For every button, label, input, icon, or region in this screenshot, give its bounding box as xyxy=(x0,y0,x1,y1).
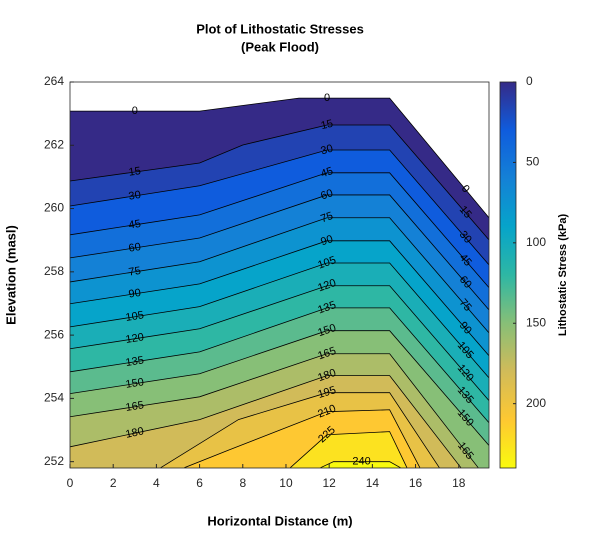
contour-line xyxy=(70,149,489,266)
y-tick-label: 252 xyxy=(44,454,64,468)
colorbar-tick-label: 100 xyxy=(526,235,546,249)
contour-line xyxy=(70,353,479,468)
contour-line xyxy=(320,461,401,468)
x-tick-label: 2 xyxy=(110,476,117,490)
contour-lines xyxy=(70,97,489,468)
contour-label: 135 xyxy=(125,354,145,369)
colorbar-label: Lithostatic Stress (kPa) xyxy=(557,214,569,337)
contour-label: 75 xyxy=(319,210,334,225)
contour-line xyxy=(184,409,421,468)
contour-line xyxy=(70,307,489,424)
y-axis-label: Elevation (masl) xyxy=(3,225,18,325)
y-tick-label: 262 xyxy=(44,137,64,151)
contour-line xyxy=(160,392,440,468)
contour-label: 120 xyxy=(125,331,145,346)
contour-line xyxy=(70,285,489,401)
y-tick-label: 260 xyxy=(44,201,64,215)
x-tick-label: 12 xyxy=(322,476,336,490)
chart-title: Plot of Lithostatic Stresses xyxy=(196,21,364,36)
contour-line xyxy=(70,124,489,241)
contour-label: 45 xyxy=(128,218,142,232)
contour-label: 180 xyxy=(316,367,337,384)
plot-box xyxy=(69,81,490,469)
x-tick-label: 14 xyxy=(366,476,380,490)
x-tick-label: 10 xyxy=(279,476,293,490)
y-tick-label: 264 xyxy=(44,74,64,88)
contour-line xyxy=(70,375,462,468)
contour-label: 120 xyxy=(316,277,337,294)
contour-label: 165 xyxy=(316,345,337,362)
contour-label: 60 xyxy=(319,187,334,202)
contour-label: 15 xyxy=(320,118,335,132)
contour-label: 45 xyxy=(319,165,334,180)
x-tick-label: 6 xyxy=(196,476,203,490)
contour-line xyxy=(70,172,489,288)
contour-label: 30 xyxy=(128,189,142,203)
colorbar-tick-label: 200 xyxy=(526,396,546,410)
contour-label: 105 xyxy=(316,254,337,271)
contour-line xyxy=(70,97,489,218)
contour-line xyxy=(70,330,489,446)
contour-label: 135 xyxy=(316,299,337,316)
contour-fills xyxy=(70,98,489,468)
contour-label: 195 xyxy=(316,384,337,401)
contour-line xyxy=(70,194,489,311)
contour-band xyxy=(290,431,407,468)
colorbar-tick-label: 0 xyxy=(526,74,533,88)
contour-label: 15 xyxy=(128,165,142,179)
contour-label: 0 xyxy=(324,92,330,104)
colorbar-tick-label: 50 xyxy=(526,155,540,169)
contour-band xyxy=(320,461,401,468)
contour-label: 90 xyxy=(128,287,142,301)
contour-label: 150 xyxy=(316,322,337,339)
contour-line xyxy=(70,217,489,334)
x-tick-label: 18 xyxy=(452,476,466,490)
x-tick-label: 4 xyxy=(153,476,160,490)
contour-label: 0 xyxy=(132,105,138,117)
contour-line xyxy=(70,262,489,379)
x-tick-label: 8 xyxy=(239,476,246,490)
contour-label: 165 xyxy=(125,399,145,414)
colorbar xyxy=(499,81,517,469)
contour-label: 150 xyxy=(125,376,145,391)
contour-label: 105 xyxy=(125,309,145,324)
x-axis-label: Horizontal Distance (m) xyxy=(207,513,352,528)
y-tick-label: 256 xyxy=(44,327,64,341)
contour-label: 180 xyxy=(125,425,145,441)
contour-label: 90 xyxy=(319,233,334,248)
contour-label: 60 xyxy=(128,241,142,255)
y-tick-label: 254 xyxy=(44,391,64,405)
colorbar-tick-label: 150 xyxy=(526,315,546,329)
x-tick-label: 0 xyxy=(67,476,74,490)
x-tick-label: 16 xyxy=(409,476,423,490)
contour-line xyxy=(290,431,408,468)
axes: 0 2 4 6 8 10 12 14 16 18 252 254 256 258 260 262 264 0 50 1… xyxy=(44,74,546,490)
contour-line xyxy=(70,240,489,356)
contour-label: 30 xyxy=(319,143,334,158)
y-tick-label: 258 xyxy=(44,264,64,278)
contour-label: 240 xyxy=(352,456,370,468)
chart-subtitle: (Peak Flood) xyxy=(241,39,319,54)
contour-label: 75 xyxy=(128,265,142,279)
